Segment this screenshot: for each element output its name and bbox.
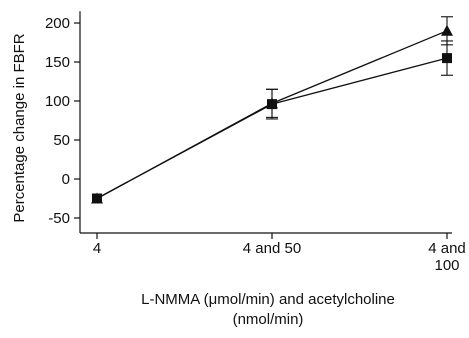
series-layer — [91, 16, 453, 204]
series-line-square — [96, 57, 448, 200]
x-axis-title-line-2: (nmol/min) — [233, 311, 304, 328]
triangle-marker — [441, 24, 453, 36]
y-tick-label: 150 — [45, 54, 70, 71]
y-axis-title: Percentage change in FBFR — [11, 33, 28, 222]
x-tick-label: 4 — [93, 240, 101, 257]
y-ticks: -50 0 50 100 150 200 — [45, 15, 80, 227]
axes — [79, 11, 452, 234]
x-tick-label: 4 and 50 — [243, 240, 301, 257]
y-tick-label: -50 — [48, 210, 70, 227]
x-axis-title-line-1: L-NMMA (μmol/min) and acetylcholine — [141, 291, 395, 308]
square-marker — [442, 53, 452, 64]
x-tick-label: 100 — [434, 257, 459, 274]
square-marker — [267, 99, 277, 110]
series-square — [92, 40, 453, 204]
y-tick-label: 0 — [62, 171, 70, 188]
x-tick-label: 4 and — [428, 240, 466, 257]
square-marker — [92, 193, 102, 204]
y-tick-label: 100 — [45, 93, 70, 110]
y-tick-label: 200 — [45, 15, 70, 32]
y-tick-label: 50 — [53, 132, 70, 149]
